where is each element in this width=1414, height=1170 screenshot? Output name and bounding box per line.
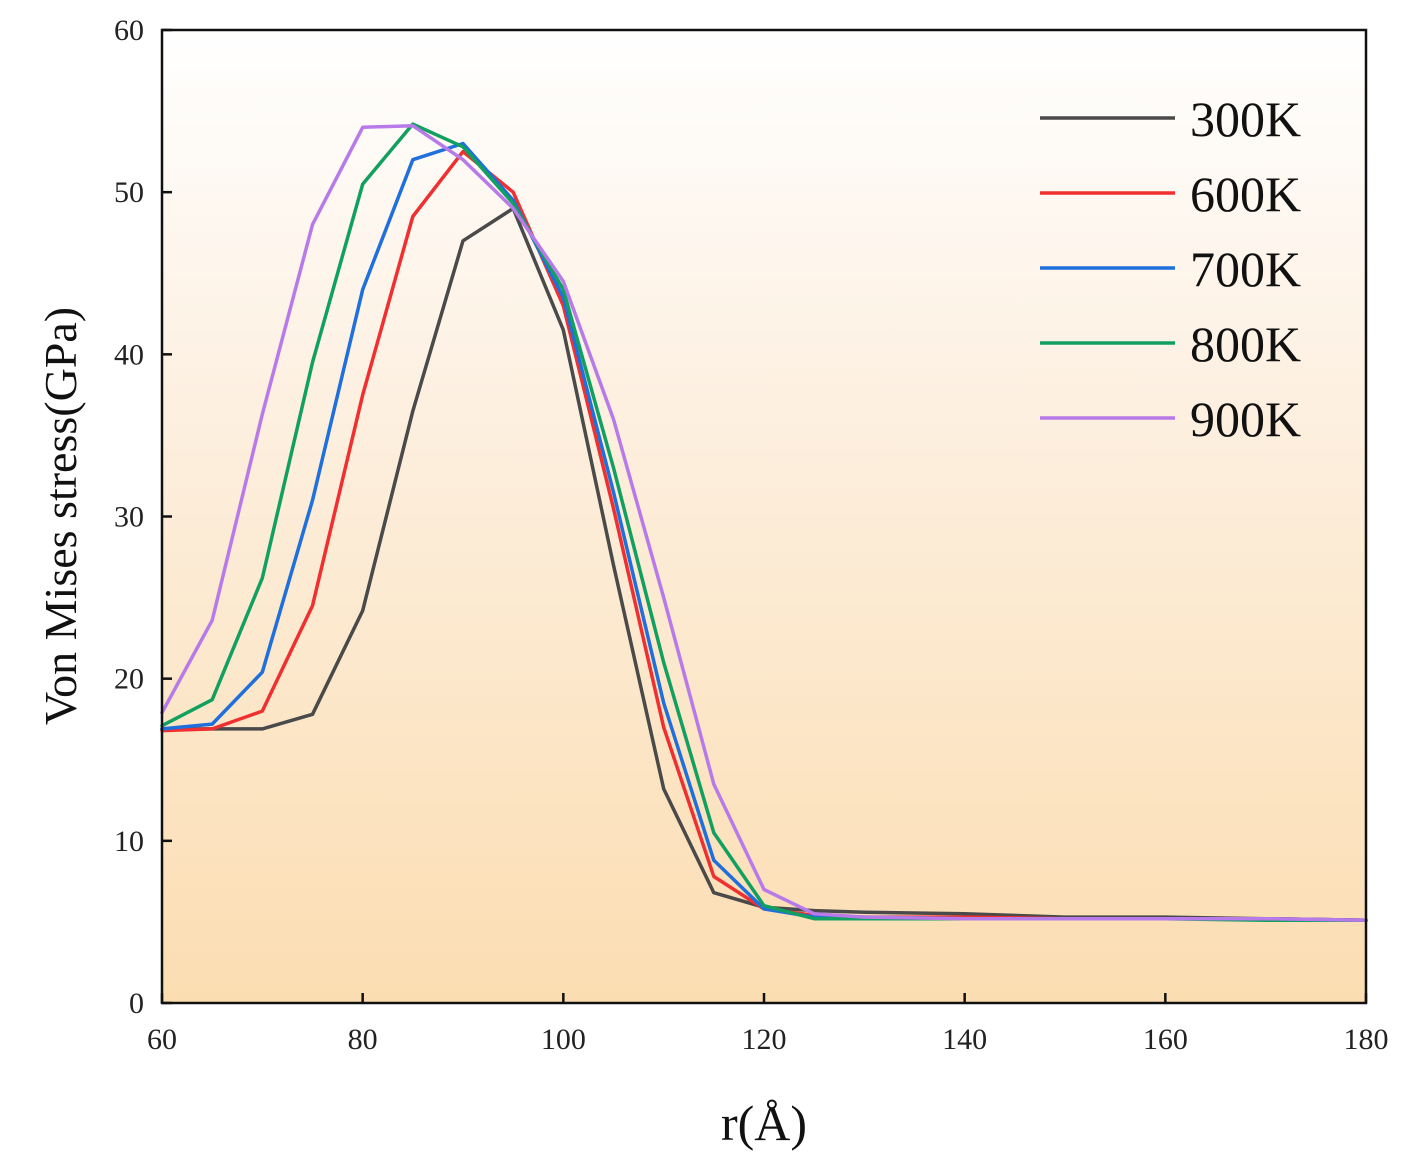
x-tick-label: 120 [742,1023,787,1056]
legend-label-300K: 300K [1190,91,1301,147]
series-layer [160,122,1368,923]
plot-area [162,30,1366,1003]
x-tick-label: 60 [147,1023,177,1056]
y-tick-label: 40 [114,338,144,371]
legend-label-700K: 700K [1190,241,1301,297]
legend-label-600K: 600K [1190,166,1301,222]
series-line-900K [160,123,1368,923]
x-tick-label: 100 [541,1023,586,1056]
x-axis-title: r(Å) [721,1095,807,1151]
ticks-layer: 60 80 100 120 140 160 180 0 10 20 30 40 50 60 [114,14,1389,1056]
y-tick-label: 10 [114,825,144,858]
y-tick-label: 30 [114,501,144,534]
y-tick-label: 60 [114,14,144,47]
x-tick-label: 180 [1344,1023,1389,1056]
x-tick-label: 140 [942,1023,987,1056]
y-tick-label: 20 [114,663,144,696]
y-axis-title: Von Mises stress(GPa) [35,307,86,725]
legend: 300K 600K 700K 800K 900K [1040,91,1301,447]
series-line-300K [160,206,1368,923]
x-tick-label: 160 [1143,1023,1188,1056]
y-tick-label: 50 [114,176,144,209]
legend-label-900K: 900K [1190,391,1301,447]
x-tick-label: 80 [348,1023,378,1056]
legend-label-800K: 800K [1190,316,1301,372]
y-tick-label: 0 [129,987,144,1020]
